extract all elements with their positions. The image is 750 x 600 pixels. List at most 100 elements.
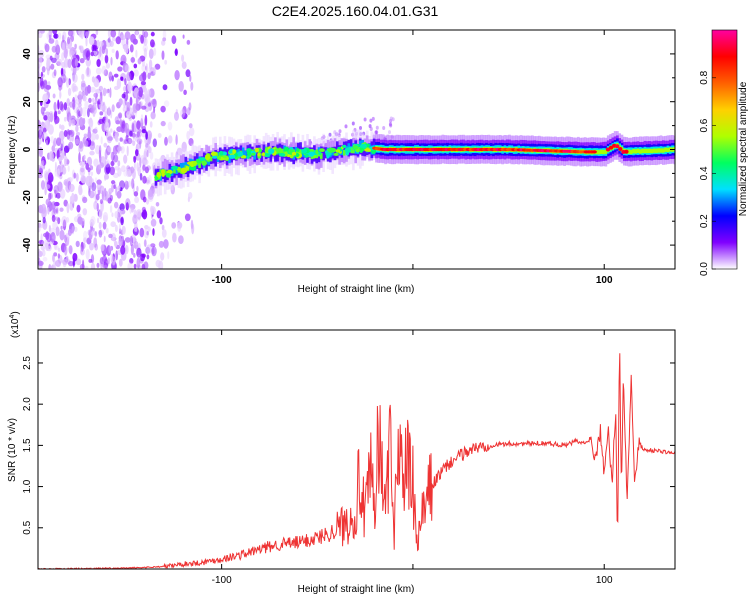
spectrogram-band-cell [163, 169, 167, 176]
spectrogram-band-cell [639, 149, 642, 154]
spectrogram-noise-cell [54, 161, 57, 173]
spectrogram-axis-ticks: -100 100 -40 -20 0 20 40 [22, 30, 675, 286]
spectrogram-peak-cell [608, 145, 614, 150]
spectrogram-noise-cell [146, 254, 150, 260]
spectrogram-noise-cell [59, 92, 62, 98]
spectrogram-noise-cell [99, 111, 104, 116]
spectrogram-noise-cell [139, 227, 145, 238]
spectrogram-noise-cell [45, 84, 52, 90]
spectrogram-noise-cell [106, 245, 112, 257]
spectrogram-noise-cell [51, 214, 56, 222]
spectrogram-band-cell [179, 163, 183, 171]
spectrogram-noise-cell [84, 100, 89, 110]
spectrogram-noise-cell [105, 48, 108, 56]
spectrogram-noise-cell [71, 225, 75, 235]
spectrogram-noise-cell [71, 192, 75, 204]
spectrogram-noise-cell [87, 108, 90, 118]
spectrogram-noise-cell [114, 263, 117, 269]
spectrogram-noise-cell [57, 99, 60, 110]
spectrogram-noise-cell [151, 246, 157, 257]
spectrogram-noise-cell [83, 133, 88, 138]
spectrogram-noise-cell [117, 185, 121, 191]
spectrogram-noise-cell [39, 127, 42, 136]
spectrogram-noise-cell [49, 227, 55, 237]
spectrogram-noise-cell [111, 48, 115, 54]
spectrogram-noise-cell [84, 140, 89, 147]
spectrogram-peak-cell [265, 146, 269, 152]
spectrogram-band-cell [659, 148, 663, 153]
spectrogram-noise-cell [38, 239, 45, 245]
spectrogram-noise-cell [133, 253, 136, 258]
spectrogram-noise-cell [72, 257, 75, 268]
spectrogram-noise-cell [123, 98, 126, 109]
spectrogram-noise-cell [80, 160, 85, 167]
spectrogram-band-cell [664, 147, 667, 152]
spectrogram-noise-cell [60, 124, 65, 131]
spectrogram-noise-cell [59, 229, 65, 241]
colorbar-tick-label: 0.6 [699, 118, 710, 132]
spectrogram-noise-cell [139, 172, 143, 181]
spectrogram-noise-cell [97, 52, 101, 60]
spectrogram-band-cell [340, 146, 344, 155]
spectrogram-band-cell [627, 149, 631, 154]
spectrogram-noise-cell [83, 237, 87, 243]
spectrogram-noise-cell [46, 245, 51, 250]
spectrogram-noise-cell [103, 142, 108, 148]
spectrogram-noise-cell [125, 179, 128, 185]
spectrogram-noise-cell [135, 49, 138, 58]
spectrogram-band-cell [597, 150, 601, 155]
spectrogram-noise-cell [94, 177, 98, 182]
spectrogram-noise-cell [143, 159, 149, 166]
spectrogram-noise-cell [49, 112, 54, 123]
spectrogram-noise-cell [100, 136, 103, 145]
spectrogram-peak-cell [189, 165, 197, 171]
spectrogram-noise-cell [125, 198, 131, 209]
spectrogram-peak-cell [236, 151, 244, 157]
spectrogram-noise-cell [78, 152, 81, 164]
spectrogram-noise-cell [84, 265, 89, 269]
spectrogram-noise-cell [181, 61, 187, 69]
spectrogram-noise-cell [136, 120, 141, 130]
spectrogram-noise-cell [74, 134, 80, 146]
spectrogram-band-cell [352, 148, 355, 154]
spectrogram-peak-cell [268, 148, 275, 154]
spectrogram-noise-cell [81, 107, 87, 117]
spectrogram-noise-cell [99, 96, 102, 104]
spectrogram-noise-cell [110, 160, 115, 167]
spectrogram-noise-cell [109, 87, 112, 98]
spectrogram-noise-cell [53, 187, 56, 198]
snr-xlabel: Height of straight line (km) [298, 584, 415, 595]
spectrogram-noise-cell [122, 106, 127, 112]
spectrogram-peak-cell [262, 152, 265, 157]
spectrogram-peak-cell [333, 152, 339, 156]
spectrogram-noise-cell [111, 104, 115, 113]
spectrogram-noise-cell [43, 115, 48, 121]
spectrogram-noise-cell [115, 186, 118, 196]
y-tick-label: 1.5 [22, 438, 33, 452]
spectrogram-band-cell [175, 166, 178, 175]
spectrogram-noise-cell [92, 128, 98, 134]
spectrogram-noise-cell [129, 130, 133, 137]
spectrogram-noise-cell [100, 156, 106, 168]
spectrogram-peak-cell [342, 144, 347, 149]
spectrogram-peak-cell [291, 151, 297, 156]
spectrogram-noise-cell [74, 138, 80, 145]
spectrogram-noise-cell [151, 247, 155, 255]
spectrogram-noise-cell [132, 133, 135, 140]
spectrogram-noise-cell [96, 262, 100, 268]
spectrogram-noise-cell [92, 102, 97, 111]
spectrogram-band-cell [634, 149, 637, 154]
spectrogram-noise-cell [150, 243, 156, 248]
spectrogram-noise-cell [152, 228, 155, 236]
spectrogram-noise-cell [71, 30, 75, 38]
spectrogram-band-cell [269, 148, 273, 162]
spectrogram-noise-cell [52, 93, 56, 99]
spectrogram-noise-cell [42, 131, 48, 140]
spectrogram-noise-cell [53, 69, 57, 77]
spectrogram-noise-cell [107, 146, 112, 153]
spectrogram-noise-cell [94, 190, 97, 198]
spectrogram-noise-cell [129, 206, 132, 214]
spectrogram-noise-cell [89, 218, 95, 227]
spectrogram-noise-cell [61, 61, 66, 68]
spectrogram-noise-cell [67, 36, 71, 45]
